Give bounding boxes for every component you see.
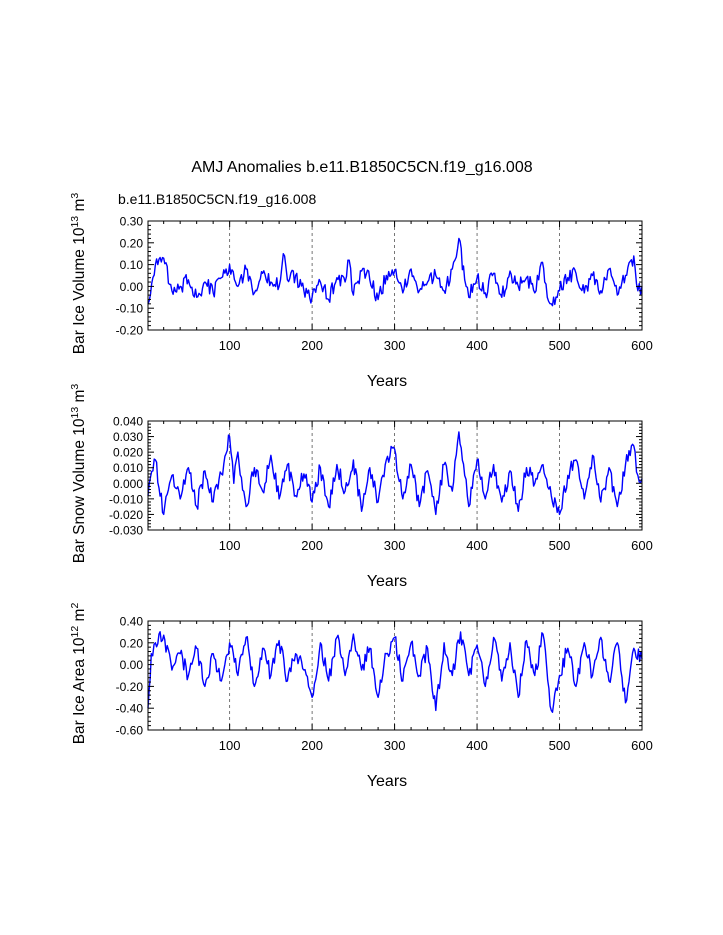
x-tick-label: 300 xyxy=(384,338,406,353)
y-axis-title: Bar Snow Volume 1013 m3 xyxy=(69,384,88,564)
y-tick-label: -0.20 xyxy=(116,324,144,338)
y-axis-title-unit: m xyxy=(71,199,88,216)
y-axis-title-exponent: 13 xyxy=(69,407,81,419)
series-line xyxy=(147,431,643,516)
x-tick-label: 300 xyxy=(384,538,406,553)
series-line xyxy=(147,237,643,307)
y-tick-label: 0.020 xyxy=(113,446,143,460)
y-axis-title-unit-exponent: 2 xyxy=(69,603,81,609)
x-tick-label: 400 xyxy=(466,338,488,353)
chart-panel-1: 100 200 300 400 500 600 -0.20 -0.10 0.00 0.10 0.20… xyxy=(69,193,653,390)
x-tick-label: 500 xyxy=(549,538,571,553)
y-tick-label: 0.030 xyxy=(113,430,143,444)
x-tick-label: 300 xyxy=(384,738,406,753)
y-axis-title-main: Bar Ice Volume 10 xyxy=(71,227,88,354)
y-axis-title-main: Bar Snow Volume 10 xyxy=(71,418,88,563)
y-tick-label: 0.40 xyxy=(120,615,144,629)
x-tick-label: 600 xyxy=(631,338,653,353)
y-tick-label: -0.10 xyxy=(116,302,144,316)
y-axis-title-unit: m xyxy=(71,390,88,407)
x-tick-label: 400 xyxy=(466,738,488,753)
x-tick-label: 500 xyxy=(549,738,571,753)
y-tick-label: 0.20 xyxy=(120,236,144,250)
y-tick-label: -0.030 xyxy=(109,524,143,538)
x-tick-label: 600 xyxy=(631,538,653,553)
y-axis-title-exponent: 12 xyxy=(69,626,81,638)
y-axis-title-unit-exponent: 3 xyxy=(69,384,81,390)
x-tick-label: 100 xyxy=(219,738,241,753)
panels: 100 200 300 400 500 600 -0.20 -0.10 0.00 0.10 0.20… xyxy=(69,193,653,790)
y-axis-title-exponent: 13 xyxy=(69,216,81,228)
y-tick-label: -0.20 xyxy=(116,680,144,694)
y-tick-label: 0.30 xyxy=(120,215,144,229)
figure-title: AMJ Anomalies b.e11.B1850C5CN.f19_g16.00… xyxy=(191,159,532,176)
y-axis-title-unit-exponent: 3 xyxy=(69,193,81,199)
y-tick-label: -0.40 xyxy=(116,702,144,716)
y-axis-title-main: Bar Ice Area 10 xyxy=(71,637,88,744)
chart-panel-3: 100 200 300 400 500 600 -0.60 -0.40 -0.20 0.00 0.2… xyxy=(69,603,653,790)
y-tick-label: 0.000 xyxy=(113,477,143,491)
x-tick-label: 400 xyxy=(466,538,488,553)
y-tick-label: 0.010 xyxy=(113,461,143,475)
series-line xyxy=(147,631,643,713)
y-tick-label: 0.00 xyxy=(120,280,144,294)
y-tick-label: 0.040 xyxy=(113,415,143,429)
y-tick-label: -0.60 xyxy=(116,724,144,738)
plot-frame xyxy=(147,220,643,331)
y-tick-label: 0.20 xyxy=(120,636,144,650)
x-tick-label: 200 xyxy=(301,538,323,553)
x-tick-label: 100 xyxy=(219,338,241,353)
y-axis-title: Bar Ice Volume 1013 m3 xyxy=(69,193,88,355)
x-tick-label: 200 xyxy=(301,338,323,353)
x-axis-title: Years xyxy=(367,373,407,390)
chart-panel-2: 100 200 300 400 500 600 -0.030 -0.020 -0.0100.00… xyxy=(69,384,653,590)
y-tick-label: -0.020 xyxy=(109,508,143,522)
case-label: b.e11.B1850C5CN.f19_g16.008 xyxy=(118,191,316,207)
x-tick-label: 500 xyxy=(549,338,571,353)
y-tick-label: -0.010 xyxy=(109,492,143,506)
x-axis-title: Years xyxy=(367,573,407,590)
y-tick-label: 0.10 xyxy=(120,258,144,272)
x-tick-label: 100 xyxy=(219,538,241,553)
y-axis-title: Bar Ice Area 1012 m2 xyxy=(69,603,88,745)
y-tick-label: 0.00 xyxy=(120,658,144,672)
x-axis-title: Years xyxy=(367,773,407,790)
y-axis-title-unit: m xyxy=(71,609,88,626)
x-tick-label: 200 xyxy=(301,738,323,753)
x-tick-label: 600 xyxy=(631,738,653,753)
